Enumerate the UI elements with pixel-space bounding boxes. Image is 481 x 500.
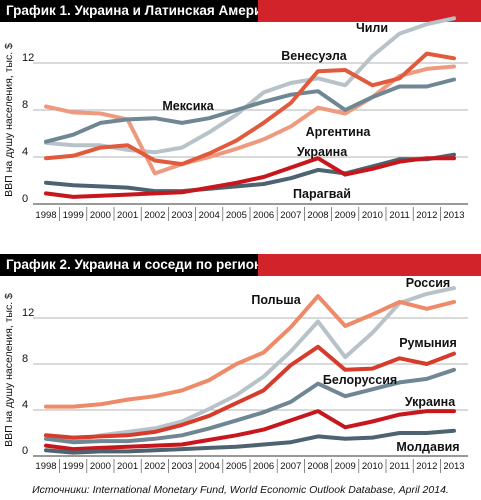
chart-2-x-tick-label: 2008 [307,461,328,472]
chart-1-x-tick-label: 2001 [117,210,138,221]
chart-2-x-tick-label: 2004 [199,461,220,472]
chart-2-series-label-россия: Россия [406,276,450,290]
chart-2-x-tick-label: 2009 [335,461,356,472]
chart-2-series-line-белоруссия [44,367,456,445]
chart-1-y-axis-label: ВВП на душу населения, тыс. $ [3,43,15,197]
chart-1-series-line-аргентина [44,64,456,176]
chart-1-x-tick-label: 2004 [199,210,220,221]
chart-2-x-tick-label: 2010 [362,461,383,472]
chart-1-series-label-украина: Украина [297,145,348,159]
chart-2-y-tick-label: 4 [22,399,28,411]
chart-1-x-tick-label: 2008 [307,210,328,221]
chart-1-x-tick-label: 2013 [443,210,464,221]
chart-1-title-bar: График 1. Украина и Латинская Америка [0,0,277,22]
chart-2-x-tick-label: 2011 [389,461,409,472]
chart-1-x-tick-label: 2009 [335,210,356,221]
chart-2-title-accent [258,254,481,276]
chart-2-title-bar: График 2. Украина и соседи по региону [0,254,270,276]
chart-2-series-label-белоруссия: Белоруссия [323,373,397,387]
chart-2-x-tick-label: 2007 [280,461,301,472]
chart-1-x-tick-label: 2005 [226,210,247,221]
chart-1-x-tick-label: 2000 [90,210,111,221]
chart-1-y-tick-label: 0 [22,193,28,205]
chart-1-x-tick-label: 2003 [171,210,192,221]
chart-2-x-tick-label: 1998 [35,461,56,472]
chart-1-series-line-мексика [44,77,456,144]
chart-2-x-tick-label: 1999 [63,461,84,472]
chart-1-y-tick-label: 4 [22,146,28,158]
chart-1: 0 4 8 12 ВВП на душу населения, тыс. $ 1998 19… [3,16,468,221]
chart-1-series-line-парагвай [44,152,456,194]
chart-2-x-tick-label: 2013 [443,461,464,472]
chart-2-x-tick-label: 2002 [144,461,165,472]
chart-1-series-label-чили: Чили [356,21,388,35]
chart-1-series-label-парагвай: Парагвай [293,187,351,201]
chart-2-series-label-румыния: Румыния [399,336,457,350]
chart-2-y-tick-label: 0 [22,445,28,457]
chart-2-series-label-украина: Украина [405,395,456,409]
chart-2-x-tick-label: 2001 [117,461,138,472]
chart-2-series-line-молдавия [44,428,456,455]
chart-1-x-tick-label: 2006 [253,210,274,221]
chart-1-series-label-аргентина: Аргентина [306,125,372,139]
chart-1-series-label-мексика: Мексика [162,99,214,113]
chart-2-series-label-молдавия: Молдавия [396,440,459,454]
chart-2-title: График 2. Украина и соседи по региону [6,257,270,272]
chart-2-y-axis-label: ВВП на душу населения, тыс. $ [3,293,15,447]
chart-2-series-label-польша: Польша [251,293,301,307]
chart-2-series-line-польша [44,294,456,409]
chart-2-series-line-румыния [44,344,456,440]
chart-1-x-tick-label: 2007 [280,210,301,221]
chart-2-x-tick-label: 2006 [253,461,274,472]
chart-1-x-tick-label: 1998 [35,210,56,221]
chart-2-series-line-россия [44,286,456,444]
chart-2-y-tick-label: 12 [22,307,34,319]
chart-2-x-tick-label: 2012 [416,461,437,472]
chart-1-series-line-венесуэла [44,51,456,167]
chart-2-series-line-украина [44,409,456,452]
chart-1-x-tick-label: 1999 [63,210,84,221]
chart-1-x-tick-label: 2010 [362,210,383,221]
chart-2-x-tick-label: 2000 [90,461,111,472]
chart-1-x-tick-label: 2012 [416,210,437,221]
chart-1-title-accent [258,0,481,22]
chart-2-x-tick-label: 2005 [226,461,247,472]
source-note: Источники: International Monetary Fund, … [32,484,449,496]
chart-2-y-tick-label: 8 [22,353,28,365]
chart-1-series-line-украина [44,156,456,199]
chart-1-y-tick-label: 12 [22,52,34,64]
chart-1-x-tick-label: 2011 [389,210,409,221]
chart-1-y-tick-label: 8 [22,99,28,111]
chart-1-x-tick-label: 2002 [144,210,165,221]
chart-1-title: График 1. Украина и Латинская Америка [6,3,277,18]
chart-2: 0 4 8 12 ВВП на душу населения, тыс. $ 1998 19… [3,276,468,473]
chart-1-series-label-венесуэла: Венесуэла [281,49,348,63]
chart-2-x-tick-label: 2003 [171,461,192,472]
